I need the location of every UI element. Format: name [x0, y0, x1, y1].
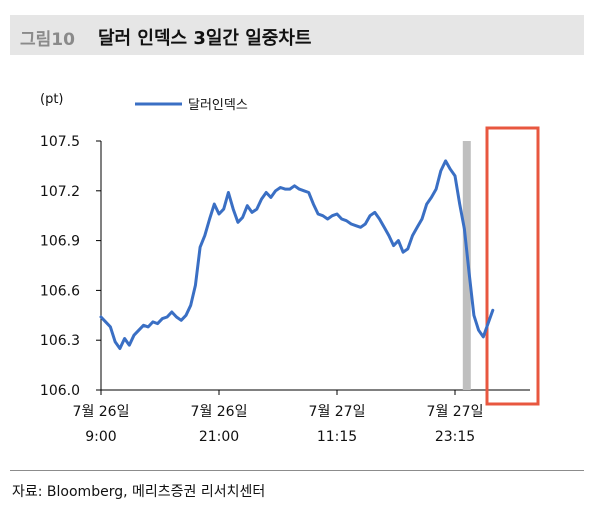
figure-number: 그림10	[20, 30, 75, 50]
x-tick-label-time: 23:15	[435, 429, 475, 445]
y-tick-label: 107.2	[40, 184, 80, 200]
y-tick-label: 106.6	[40, 283, 80, 299]
x-tick-label-date: 7월 26일	[191, 404, 248, 420]
source-note: 자료: Bloomberg, 메리츠증권 리서치센터	[12, 484, 266, 500]
x-tick-label-time: 11:15	[317, 429, 357, 445]
legend-label: 달러인덱스	[188, 98, 248, 113]
x-tick-label-date: 7월 27일	[309, 404, 366, 420]
series-line-dollar-index	[99, 159, 495, 350]
y-tick-label: 106.0	[40, 383, 80, 399]
source-divider	[10, 470, 584, 471]
highlight-bar	[462, 141, 471, 390]
y-tick-label: 106.9	[40, 234, 80, 250]
legend: 달러인덱스	[135, 98, 248, 113]
dollar-index-chart: (pt) 107.5 107.2 106.9 106.6 106.3 106.0 7월 26…	[40, 92, 540, 445]
figure-title-bar: 그림10 달러 인덱스 3일간 일중차트	[10, 15, 584, 55]
figure-title: 달러 인덱스 3일간 일중차트	[98, 28, 312, 49]
x-tick-label-date: 7월 27일	[427, 404, 484, 420]
x-tick-label-date: 7월 26일	[73, 404, 130, 420]
y-unit-label: (pt)	[40, 92, 64, 107]
x-tick-label-time: 9:00	[85, 429, 116, 445]
x-tick-label-time: 21:00	[199, 429, 239, 445]
highlight-box	[485, 126, 540, 406]
x-axis: 7월 26일 9:00 7월 26일 21:00 7월 27일 11:15 7월 27일 23…	[73, 389, 530, 445]
y-tick-label: 107.5	[40, 134, 80, 150]
y-tick-label: 106.3	[40, 333, 80, 349]
y-axis: (pt) 107.5 107.2 106.9 106.6 106.3 106.0	[40, 92, 102, 399]
plot-area	[99, 126, 540, 406]
